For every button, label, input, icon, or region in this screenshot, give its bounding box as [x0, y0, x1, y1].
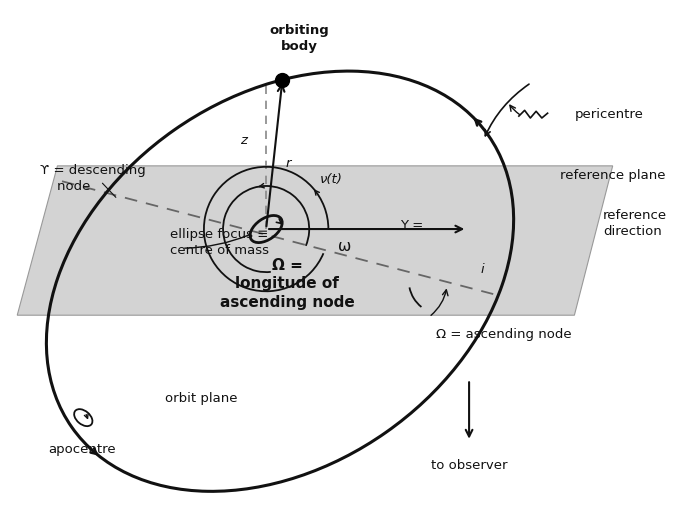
- Text: ω: ω: [338, 239, 351, 254]
- Polygon shape: [17, 166, 612, 315]
- Text: pericentre: pericentre: [574, 108, 643, 121]
- Text: reference
direction: reference direction: [603, 209, 667, 238]
- Text: Ω =
longitude of
ascending node: Ω = longitude of ascending node: [220, 258, 355, 310]
- Text: reference plane: reference plane: [560, 169, 666, 182]
- Text: orbit plane: orbit plane: [165, 392, 237, 405]
- Text: apocentre: apocentre: [48, 443, 115, 456]
- Text: ν(t): ν(t): [320, 173, 342, 186]
- Text: to observer: to observer: [431, 459, 507, 472]
- Text: Ω = ascending node: Ω = ascending node: [436, 328, 572, 341]
- Text: ϒ = descending
    node: ϒ = descending node: [40, 164, 146, 193]
- Text: ellipse focus ≡
centre of mass: ellipse focus ≡ centre of mass: [170, 228, 269, 257]
- Text: z: z: [240, 133, 247, 146]
- Text: i: i: [481, 263, 484, 276]
- Text: r: r: [285, 158, 291, 171]
- Text: orbiting
body: orbiting body: [270, 24, 329, 53]
- Text: Υ =: Υ =: [400, 219, 424, 232]
